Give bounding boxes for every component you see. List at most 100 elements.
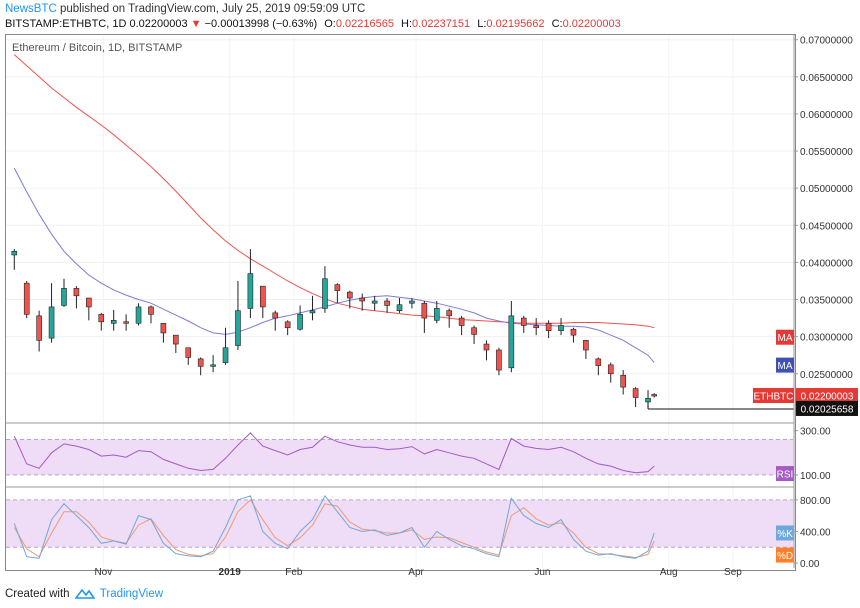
price-change: −0.00013998 (−0.63%) xyxy=(204,18,318,30)
candle xyxy=(607,362,614,383)
candle xyxy=(421,301,428,333)
candle-body xyxy=(260,285,266,308)
candle xyxy=(533,318,539,336)
ma-fast-badge-text: MA xyxy=(778,361,793,372)
close-value: 0.02200003 xyxy=(562,18,621,30)
tradingview-logo-icon xyxy=(74,588,95,599)
candle-body xyxy=(98,314,105,323)
stoch-d-badge: %D xyxy=(776,547,794,563)
candle-body xyxy=(570,328,577,336)
candle-body xyxy=(160,322,167,334)
candle-body xyxy=(148,306,154,315)
ma-slow-badge: MA xyxy=(776,329,794,345)
grid-lines xyxy=(6,36,793,567)
created-with-label: Created with xyxy=(5,588,70,600)
candle xyxy=(297,305,303,331)
candle xyxy=(48,283,55,343)
candle xyxy=(458,315,465,336)
candle xyxy=(359,293,366,311)
ma-fast-badge-bg xyxy=(776,357,794,373)
candle-body xyxy=(23,282,30,315)
candle xyxy=(185,347,192,365)
candle xyxy=(520,315,527,333)
rsi-badge: RSI xyxy=(776,466,794,482)
candle-body xyxy=(185,347,192,358)
time-tick-label: Nov xyxy=(94,567,112,578)
candle xyxy=(110,309,117,331)
candle-body xyxy=(247,273,254,309)
close-label: C: xyxy=(551,18,563,30)
candle xyxy=(272,310,279,331)
candle-body xyxy=(235,310,241,346)
stoch-band xyxy=(6,499,793,548)
price-tick-label: 0.05500000 xyxy=(800,147,853,158)
stoch-tick-label: 0.00 xyxy=(800,559,820,570)
candle xyxy=(583,340,589,359)
price-tick-label: 0.03500000 xyxy=(800,296,853,307)
candle xyxy=(210,355,216,373)
candle-body xyxy=(421,302,428,319)
open-label: O: xyxy=(324,18,336,30)
stoch-k-line xyxy=(13,494,655,559)
candle-body xyxy=(73,288,80,297)
candle xyxy=(570,327,577,343)
candle xyxy=(73,286,80,309)
low-value: 0.02195662 xyxy=(486,18,545,30)
candle-body xyxy=(508,315,515,369)
candle-body xyxy=(48,306,55,339)
candle xyxy=(483,340,490,361)
ma-fast-line xyxy=(13,167,655,363)
candle xyxy=(61,278,67,307)
candle xyxy=(396,298,403,313)
candle-body xyxy=(645,397,651,403)
candle-body xyxy=(297,314,303,330)
down-triangle-icon: ▼ xyxy=(190,18,202,30)
candle-body xyxy=(651,394,658,397)
candle-body xyxy=(309,310,316,314)
chart-canvas[interactable]: 0.07000000 0.06500000 0.06000000 0.05500000… xyxy=(0,0,860,580)
candle-body xyxy=(396,304,403,311)
crosshair-price-badge: 0.02025658 xyxy=(796,400,858,416)
candle xyxy=(247,249,254,319)
candle-body xyxy=(86,297,92,308)
candle-body xyxy=(595,358,602,366)
candle xyxy=(284,320,291,336)
high-label: H: xyxy=(401,18,413,30)
rsi-band xyxy=(6,439,793,475)
candle-body xyxy=(272,312,279,319)
candle-body xyxy=(173,334,179,345)
candle-body xyxy=(284,321,291,329)
candle-body xyxy=(36,315,42,341)
last-symbol-badge-text: ETHBTC xyxy=(754,392,794,403)
candle-body xyxy=(607,364,614,375)
ohlc-line: BITSTAMP:ETHBTC, 1D 0.02200003 ▼ −0.0001… xyxy=(5,18,621,30)
stoch-k-badge-text: %K xyxy=(777,529,793,540)
rsi-line xyxy=(13,432,655,474)
stoch-k-badge-bg xyxy=(776,525,794,541)
author-link[interactable]: NewsBTC xyxy=(5,3,57,15)
candle xyxy=(346,290,353,309)
candle-body xyxy=(110,320,117,324)
candle xyxy=(545,320,552,339)
candle xyxy=(11,249,18,270)
candle-body xyxy=(334,284,341,291)
candle-body xyxy=(61,288,67,306)
panel-backgrounds xyxy=(5,422,794,548)
candle xyxy=(651,393,658,398)
candle-body xyxy=(620,374,626,388)
low-label: L: xyxy=(477,18,487,30)
candle xyxy=(36,310,42,352)
candle-body xyxy=(371,300,378,304)
stoch-tick-label: 800.00 xyxy=(800,496,831,507)
rsi-badge-text: RSI xyxy=(777,470,794,481)
footer: Created with TradingView xyxy=(5,587,163,600)
candle-body xyxy=(446,310,453,317)
candle xyxy=(496,347,502,376)
tradingview-brand[interactable]: TradingView xyxy=(99,588,164,600)
candle xyxy=(632,387,639,408)
candle xyxy=(595,357,602,376)
candle-body xyxy=(123,321,129,324)
price-tick-label: 0.04500000 xyxy=(800,221,853,232)
candle xyxy=(384,298,390,313)
time-tick-label: Apr xyxy=(408,567,424,578)
